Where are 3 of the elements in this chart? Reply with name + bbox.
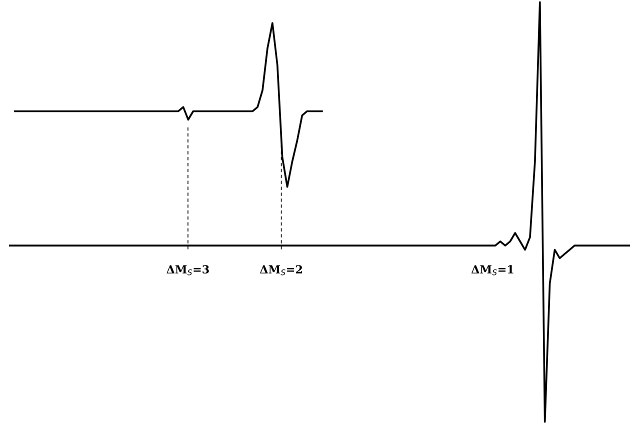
annotation: ΔM$_{S}$=1: [471, 265, 514, 276]
annotation: ΔM$_{S}$=2: [260, 265, 302, 276]
annotation: ΔM$_{S}$=3: [166, 265, 209, 276]
